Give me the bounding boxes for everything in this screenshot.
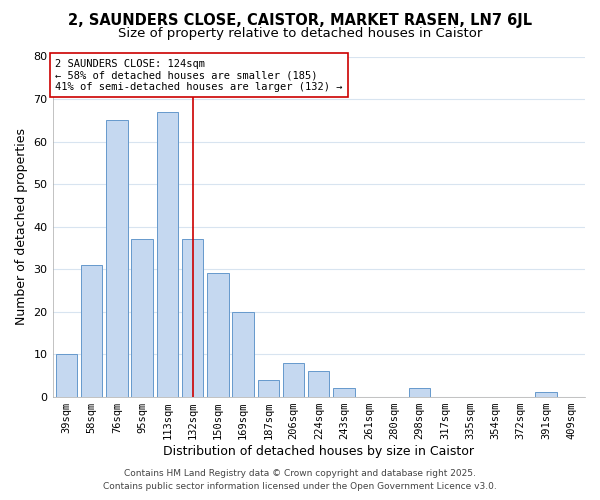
Bar xyxy=(535,392,557,396)
Bar xyxy=(182,240,203,396)
X-axis label: Distribution of detached houses by size in Caistor: Distribution of detached houses by size … xyxy=(163,444,474,458)
Bar xyxy=(308,371,329,396)
Bar xyxy=(56,354,77,397)
Text: 2 SAUNDERS CLOSE: 124sqm
← 58% of detached houses are smaller (185)
41% of semi-: 2 SAUNDERS CLOSE: 124sqm ← 58% of detach… xyxy=(55,58,343,92)
Y-axis label: Number of detached properties: Number of detached properties xyxy=(15,128,28,325)
Bar xyxy=(232,312,254,396)
Bar xyxy=(207,274,229,396)
Bar xyxy=(283,362,304,396)
Text: 2, SAUNDERS CLOSE, CAISTOR, MARKET RASEN, LN7 6JL: 2, SAUNDERS CLOSE, CAISTOR, MARKET RASEN… xyxy=(68,12,532,28)
Bar xyxy=(157,112,178,397)
Bar xyxy=(333,388,355,396)
Bar xyxy=(106,120,128,396)
Bar xyxy=(81,265,103,396)
Bar xyxy=(409,388,430,396)
Text: Contains HM Land Registry data © Crown copyright and database right 2025.
Contai: Contains HM Land Registry data © Crown c… xyxy=(103,470,497,491)
Text: Size of property relative to detached houses in Caistor: Size of property relative to detached ho… xyxy=(118,28,482,40)
Bar xyxy=(257,380,279,396)
Bar xyxy=(131,240,153,396)
